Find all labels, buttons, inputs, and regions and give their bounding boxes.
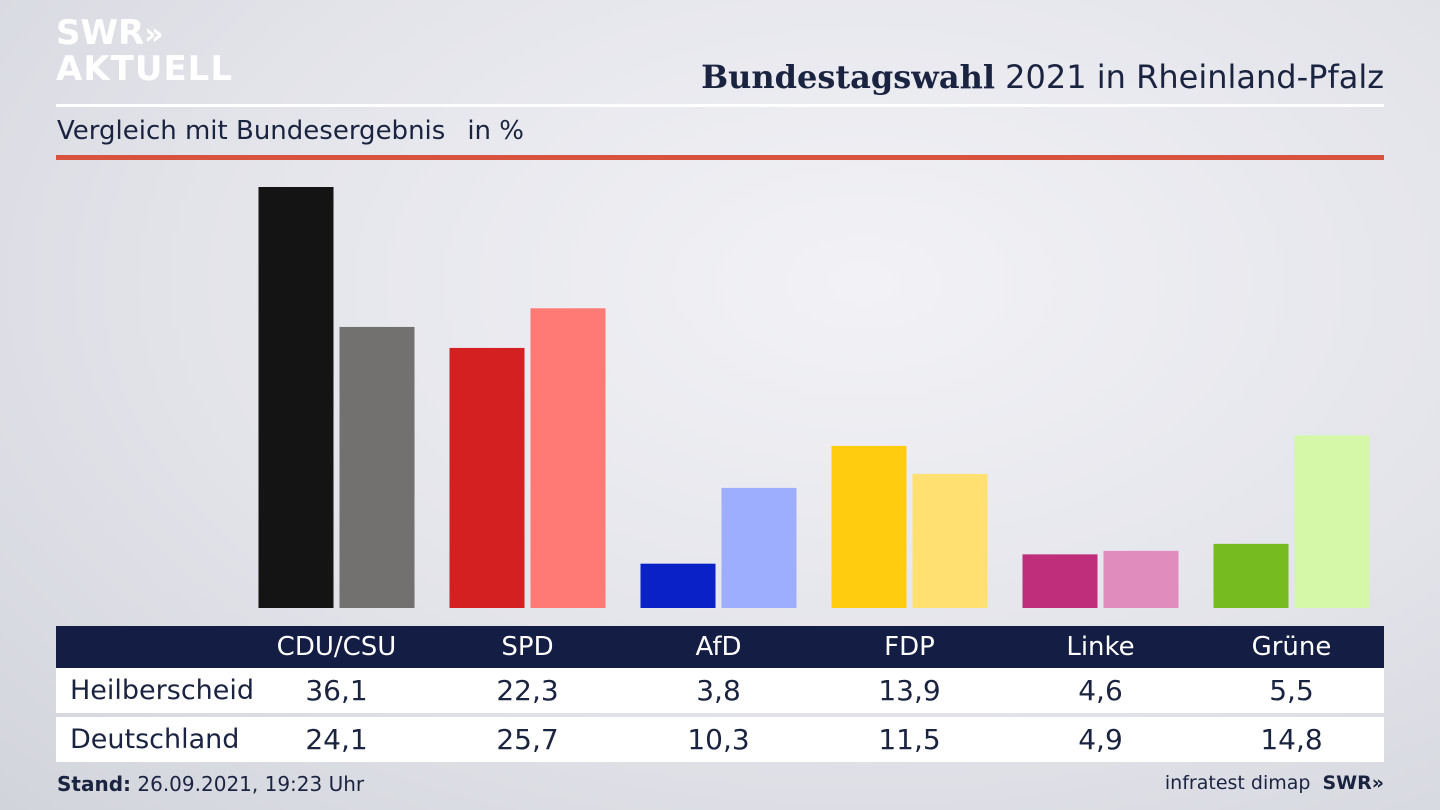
table-cell: 22,3 — [496, 674, 559, 707]
row-label: Deutschland — [70, 724, 240, 755]
table-row: Heilberscheid 36,1 22,3 3,8 13,9 4,6 5,5 — [56, 668, 1384, 713]
swr-aktuell-logo: SWR» AKTUELL — [56, 16, 233, 86]
table-cell: 5,5 — [1269, 674, 1314, 707]
timestamp: Stand: 26.09.2021, 19:23 Uhr — [57, 772, 364, 796]
header-divider — [56, 104, 1384, 107]
bar-fdp-deutschland — [912, 473, 988, 608]
bar-cdu-csu-deutschland — [339, 326, 415, 608]
table-cell: 24,1 — [305, 723, 368, 756]
title-bold: Bundestagswahl — [701, 58, 995, 96]
table-cell: 4,9 — [1078, 723, 1123, 756]
bar-cdu-csu-heilberscheid — [258, 187, 334, 608]
bar-afd-deutschland — [721, 487, 797, 608]
bar-chart — [258, 187, 1370, 608]
table-cell: 13,9 — [878, 674, 941, 707]
bar-fdp-heilberscheid — [831, 445, 907, 608]
column-header: SPD — [501, 632, 554, 662]
table-cell: 14,8 — [1260, 723, 1323, 756]
table-cell: 36,1 — [305, 674, 368, 707]
unit-text: in % — [467, 116, 524, 146]
table-cell: 4,6 — [1078, 674, 1123, 707]
bar-linke-deutschland — [1103, 550, 1179, 608]
row-label: Heilberscheid — [70, 675, 255, 706]
stand-label: Stand: — [57, 772, 132, 796]
logo-swr-text: SWR — [56, 13, 145, 53]
footer-swr-logo: SWR» — [1322, 772, 1384, 794]
column-header: AfD — [695, 632, 742, 662]
bar-spd-deutschland — [530, 308, 606, 608]
table-header: CDU/CSU SPD AfD FDP Linke Grüne — [56, 626, 1384, 668]
column-header: FDP — [884, 632, 935, 662]
logo-chevron-icon: » — [144, 17, 164, 52]
column-header: Grüne — [1251, 632, 1332, 662]
bar-spd-heilberscheid — [449, 347, 525, 608]
accent-divider — [56, 155, 1384, 160]
results-table: CDU/CSU SPD AfD FDP Linke Grüne Heilberscheid… — [56, 626, 1384, 762]
source-credit: infratest dimap SWR» — [1165, 772, 1384, 794]
table-cell: 11,5 — [878, 723, 941, 756]
page-title: Bundestagswahl 2021 in Rheinland-Pfalz — [701, 58, 1384, 96]
subtitle-text: Vergleich mit Bundesergebnis — [57, 116, 446, 146]
table-cell: 3,8 — [696, 674, 741, 707]
bar-grüne-deutschland — [1294, 435, 1370, 608]
stand-value: 26.09.2021, 19:23 Uhr — [137, 772, 365, 796]
table-row: Deutschland 24,1 25,7 10,3 11,5 4,9 14,8 — [56, 717, 1384, 762]
logo-aktuell-text: AKTUELL — [56, 49, 234, 89]
bar-afd-heilberscheid — [640, 563, 716, 608]
title-rest: 2021 in Rheinland-Pfalz — [1005, 58, 1384, 96]
bar-grüne-heilberscheid — [1213, 543, 1289, 608]
column-header: CDU/CSU — [276, 632, 397, 662]
table-cell: 10,3 — [687, 723, 750, 756]
table-cell: 25,7 — [496, 723, 559, 756]
column-header: Linke — [1066, 632, 1135, 662]
bar-linke-heilberscheid — [1022, 554, 1098, 608]
chart-subtitle: Vergleich mit Bundesergebnis in % — [57, 116, 524, 146]
source-text: infratest dimap — [1164, 772, 1311, 794]
